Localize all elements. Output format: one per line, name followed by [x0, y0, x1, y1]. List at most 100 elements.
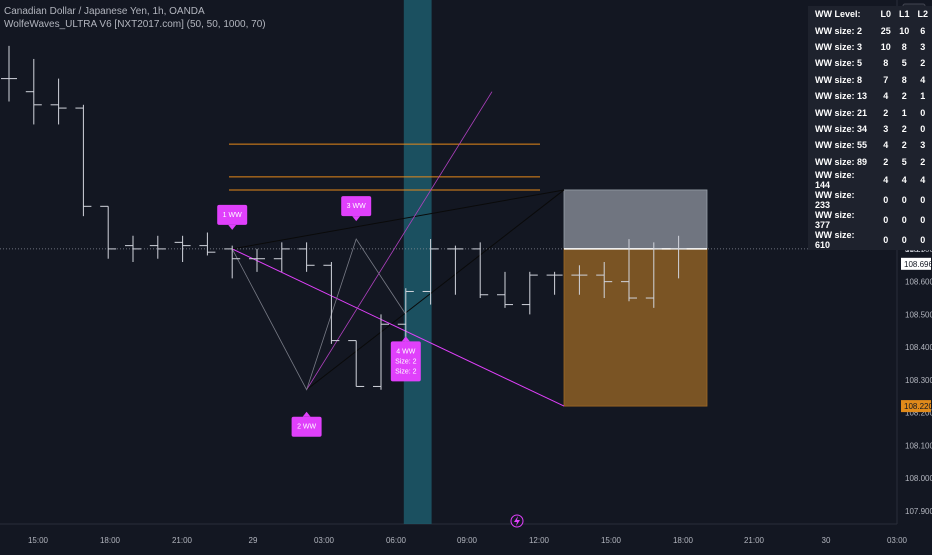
ohlc-bar	[571, 265, 588, 295]
time-tick-label: 09:00	[457, 536, 478, 545]
ohlc-bar	[199, 232, 216, 256]
ohlc-bar	[670, 235, 687, 279]
ww-size-cell: WW size: 2	[815, 25, 863, 36]
ww-l1-cell: 5	[901, 58, 907, 69]
wave-projection-line	[306, 91, 493, 390]
price-tick-label: 108.100	[905, 441, 932, 450]
ww-l2-cell: 4	[920, 174, 926, 185]
ohlc-bar	[1, 45, 17, 102]
svg-text:Size: 2: Size: 2	[395, 368, 417, 375]
ww-l0-cell: 8	[883, 58, 889, 69]
ww-table-row: WW size: 89 2 5 2	[808, 154, 932, 170]
ww-table-row: WW size: 55 4 2 3	[808, 137, 932, 153]
stop-box	[563, 248, 708, 407]
ww-size-cell: WW size: 3	[815, 41, 863, 52]
time-tick-label: 18:00	[673, 536, 694, 545]
ww-l2-cell: 4	[920, 74, 926, 85]
ww-size-cell: WW size: 377	[815, 209, 855, 230]
ohlc-bar	[521, 271, 538, 315]
ww-l2-cell: 0	[920, 194, 926, 205]
ohlc-bar	[149, 235, 166, 259]
ww-l2-cell: 0	[920, 123, 926, 134]
indicator-title[interactable]: WolfeWaves_ULTRA V6 [NXT2017.com] (50, 5…	[4, 19, 266, 30]
ww-l2-cell: 2	[920, 156, 926, 167]
ohlc-bar	[373, 314, 389, 390]
ohlc-bar	[25, 58, 42, 125]
ww-header-l0: L0	[880, 9, 891, 20]
ww-table-row: WW size: 233 0 0 0	[808, 190, 932, 210]
ww-l1-cell: 8	[901, 41, 907, 52]
ww-table-row: WW size: 610 0 0 0	[808, 230, 932, 250]
time-tick-label: 12:00	[529, 536, 550, 545]
ww-size-cell: WW size: 8	[815, 74, 863, 85]
ohlc-bar	[100, 205, 117, 259]
ww-l1-cell: 10	[899, 25, 910, 36]
ohlc-bar	[645, 242, 662, 308]
price-tick-label: 108.500	[905, 310, 932, 319]
ww-size-cell: WW size: 55	[815, 140, 868, 151]
svg-text:Size: 2: Size: 2	[395, 358, 417, 365]
ww-header-l2: L2	[917, 9, 928, 20]
stop-price-badge: 108.220	[901, 400, 932, 413]
ww-l0-cell: 4	[883, 91, 889, 102]
time-tick-label: 29	[249, 536, 258, 545]
ohlc-bar	[497, 271, 513, 308]
lightning-icon[interactable]	[510, 514, 524, 528]
ohlc-bar	[472, 242, 489, 299]
ww-size-cell: WW size: 144	[815, 169, 855, 190]
ww-l0-cell: 2	[883, 156, 889, 167]
time-tick-label: 21:00	[744, 536, 765, 545]
ww-size-cell: WW size: 610	[815, 229, 855, 250]
ohlc-bar	[50, 78, 67, 125]
price-tick-label: 108.400	[905, 343, 932, 352]
ww-l0-cell: 3	[883, 123, 889, 134]
ww-l2-cell: 0	[920, 234, 926, 245]
time-tick-label: 18:00	[100, 536, 121, 545]
ww-l1-cell: 2	[901, 123, 907, 134]
ww-l0-cell: 10	[880, 41, 891, 52]
svg-text:108.696: 108.696	[904, 260, 932, 269]
ww-l2-cell: 6	[920, 25, 926, 36]
ww-l0-cell: 25	[880, 25, 891, 36]
ww-table-row: WW size: 144 4 4 4	[808, 170, 932, 190]
ww-l0-cell: 2	[883, 107, 889, 118]
ww-table-row: WW size: 3 10 8 3	[808, 39, 932, 55]
ww-header-level: WW Level:	[815, 9, 861, 20]
ohlc-bar	[348, 340, 365, 387]
previous-price-badge: 108.696	[901, 257, 932, 270]
svg-text:1 WW: 1 WW	[223, 212, 242, 219]
price-tick-label: 108.600	[905, 278, 932, 287]
time-tick-label: 15:00	[28, 536, 49, 545]
ww-l2-cell: 0	[920, 214, 926, 225]
ohlc-bar	[224, 245, 241, 279]
ww-size-cell: WW size: 233	[815, 189, 855, 210]
ohlc-bar	[447, 245, 464, 295]
ww-l1-cell: 0	[901, 214, 907, 225]
wave-line-2-4	[306, 189, 565, 391]
ww-l0-cell: 0	[883, 234, 889, 245]
ww-l1-cell: 4	[901, 174, 907, 185]
ww-l2-cell: 1	[920, 91, 926, 102]
ww-stats-table: WW Level: L0 L1 L2 WW size: 2 25 10 6 WW siz…	[808, 6, 932, 250]
ww-header-l1: L1	[898, 9, 910, 20]
ww-l2-cell: 3	[920, 140, 926, 151]
ww-l2-cell: 2	[920, 58, 926, 69]
ww-size-cell: WW size: 21	[815, 107, 868, 118]
ohlc-bar	[75, 104, 92, 217]
wave-label-3: 3 WW	[341, 196, 372, 222]
ww-l1-cell: 8	[901, 74, 907, 85]
ohlc-bar	[621, 239, 637, 302]
ohlc-bar	[422, 239, 439, 305]
ww-l2-cell: 0	[920, 107, 926, 118]
ww-l1-cell: 0	[901, 234, 907, 245]
time-tick-label: 21:00	[172, 536, 193, 545]
svg-text:3 WW: 3 WW	[347, 203, 366, 210]
ohlc-bar	[546, 271, 563, 295]
price-tick-label: 108.000	[905, 474, 932, 483]
ohlc-bar	[298, 242, 315, 272]
time-tick-label: 30	[822, 536, 831, 545]
ww-l2-cell: 3	[920, 41, 926, 52]
svg-text:108.220: 108.220	[904, 402, 932, 411]
